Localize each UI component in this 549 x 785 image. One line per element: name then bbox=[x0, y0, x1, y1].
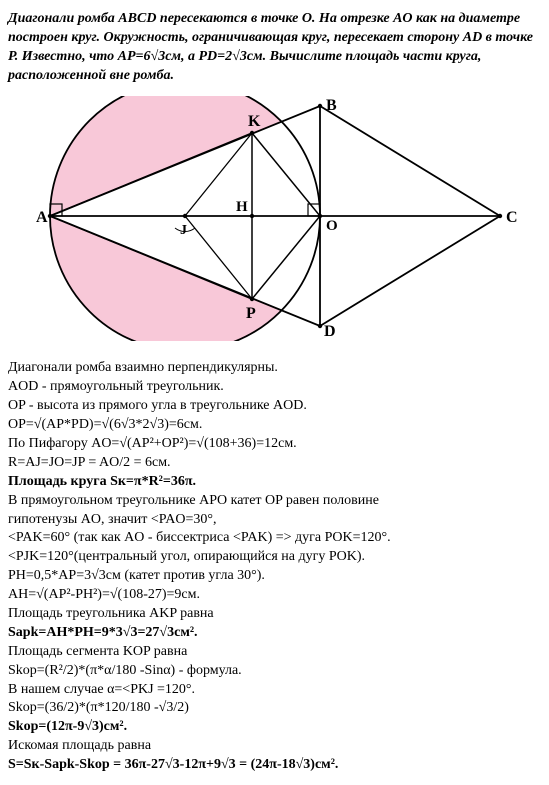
solution-line: Площадь треугольника AKP равна bbox=[8, 605, 541, 624]
solution-line: гипотенузы AO, значит <PAO=30°, bbox=[8, 511, 541, 530]
label-B: B bbox=[326, 97, 337, 114]
problem-statement: Диагонали ромба ABCD пересекаются в точк… bbox=[8, 10, 541, 86]
solution-line: AOD - прямоугольный треугольник. bbox=[8, 378, 541, 397]
solution-line: Искомая площадь равна bbox=[8, 737, 541, 756]
solution-line: Площадь круга Sк=π*R²=36π. bbox=[8, 473, 541, 492]
solution-line: Skop=(R²/2)*(π*α/180 -Sinα) - формула. bbox=[8, 662, 541, 681]
solution-line: OP=√(AP*PD)=√(6√3*2√3)=6см. bbox=[8, 416, 541, 435]
solution-line: PH=0,5*AP=3√3см (катет против угла 30°). bbox=[8, 567, 541, 586]
label-C: C bbox=[506, 209, 518, 226]
solution-line: AH=√(AP²-PH²)=√(108-27)=9см. bbox=[8, 586, 541, 605]
solution-line: R=AJ=JO=JP = AO/2 = 6см. bbox=[8, 454, 541, 473]
label-H: H bbox=[236, 199, 248, 215]
solution-line: Skop=(36/2)*(π*120/180 -√3/2) bbox=[8, 699, 541, 718]
solution-line: Sapk=AH*PH=9*3√3=27√3см². bbox=[8, 624, 541, 643]
label-D: D bbox=[324, 323, 336, 340]
solution-line: Диагонали ромба взаимно перпендикулярны. bbox=[8, 359, 541, 378]
label-O: O bbox=[326, 218, 338, 234]
geometry-diagram: A B C D O J H K P bbox=[8, 96, 541, 348]
solution-body: Диагонали ромба взаимно перпендикулярны.… bbox=[8, 359, 541, 775]
label-K: K bbox=[248, 113, 261, 130]
solution-line: Площадь сегмента KOP равна bbox=[8, 643, 541, 662]
solution-line: <PAK=60° (так как AO - биссектриса <PAK)… bbox=[8, 529, 541, 548]
solution-line: По Пифагору AO=√(AP²+OP²)=√(108+36)=12см… bbox=[8, 435, 541, 454]
solution-line: <PJK=120°(центральный угол, опирающийся … bbox=[8, 548, 541, 567]
solution-line: OP - высота из прямого угла в треугольни… bbox=[8, 397, 541, 416]
label-A: A bbox=[36, 209, 48, 226]
label-P: P bbox=[246, 305, 256, 322]
solution-line: В прямоугольном треугольнике APO катет O… bbox=[8, 492, 541, 511]
solution-line: Skop=(12π-9√3)см². bbox=[8, 718, 541, 737]
solution-line: S=Sк-Sapk-Skop = 36π-27√3-12π+9√3 = (24π… bbox=[8, 756, 541, 775]
solution-line: В нашем случае α=<PKJ =120°. bbox=[8, 681, 541, 700]
label-J: J bbox=[180, 223, 187, 238]
